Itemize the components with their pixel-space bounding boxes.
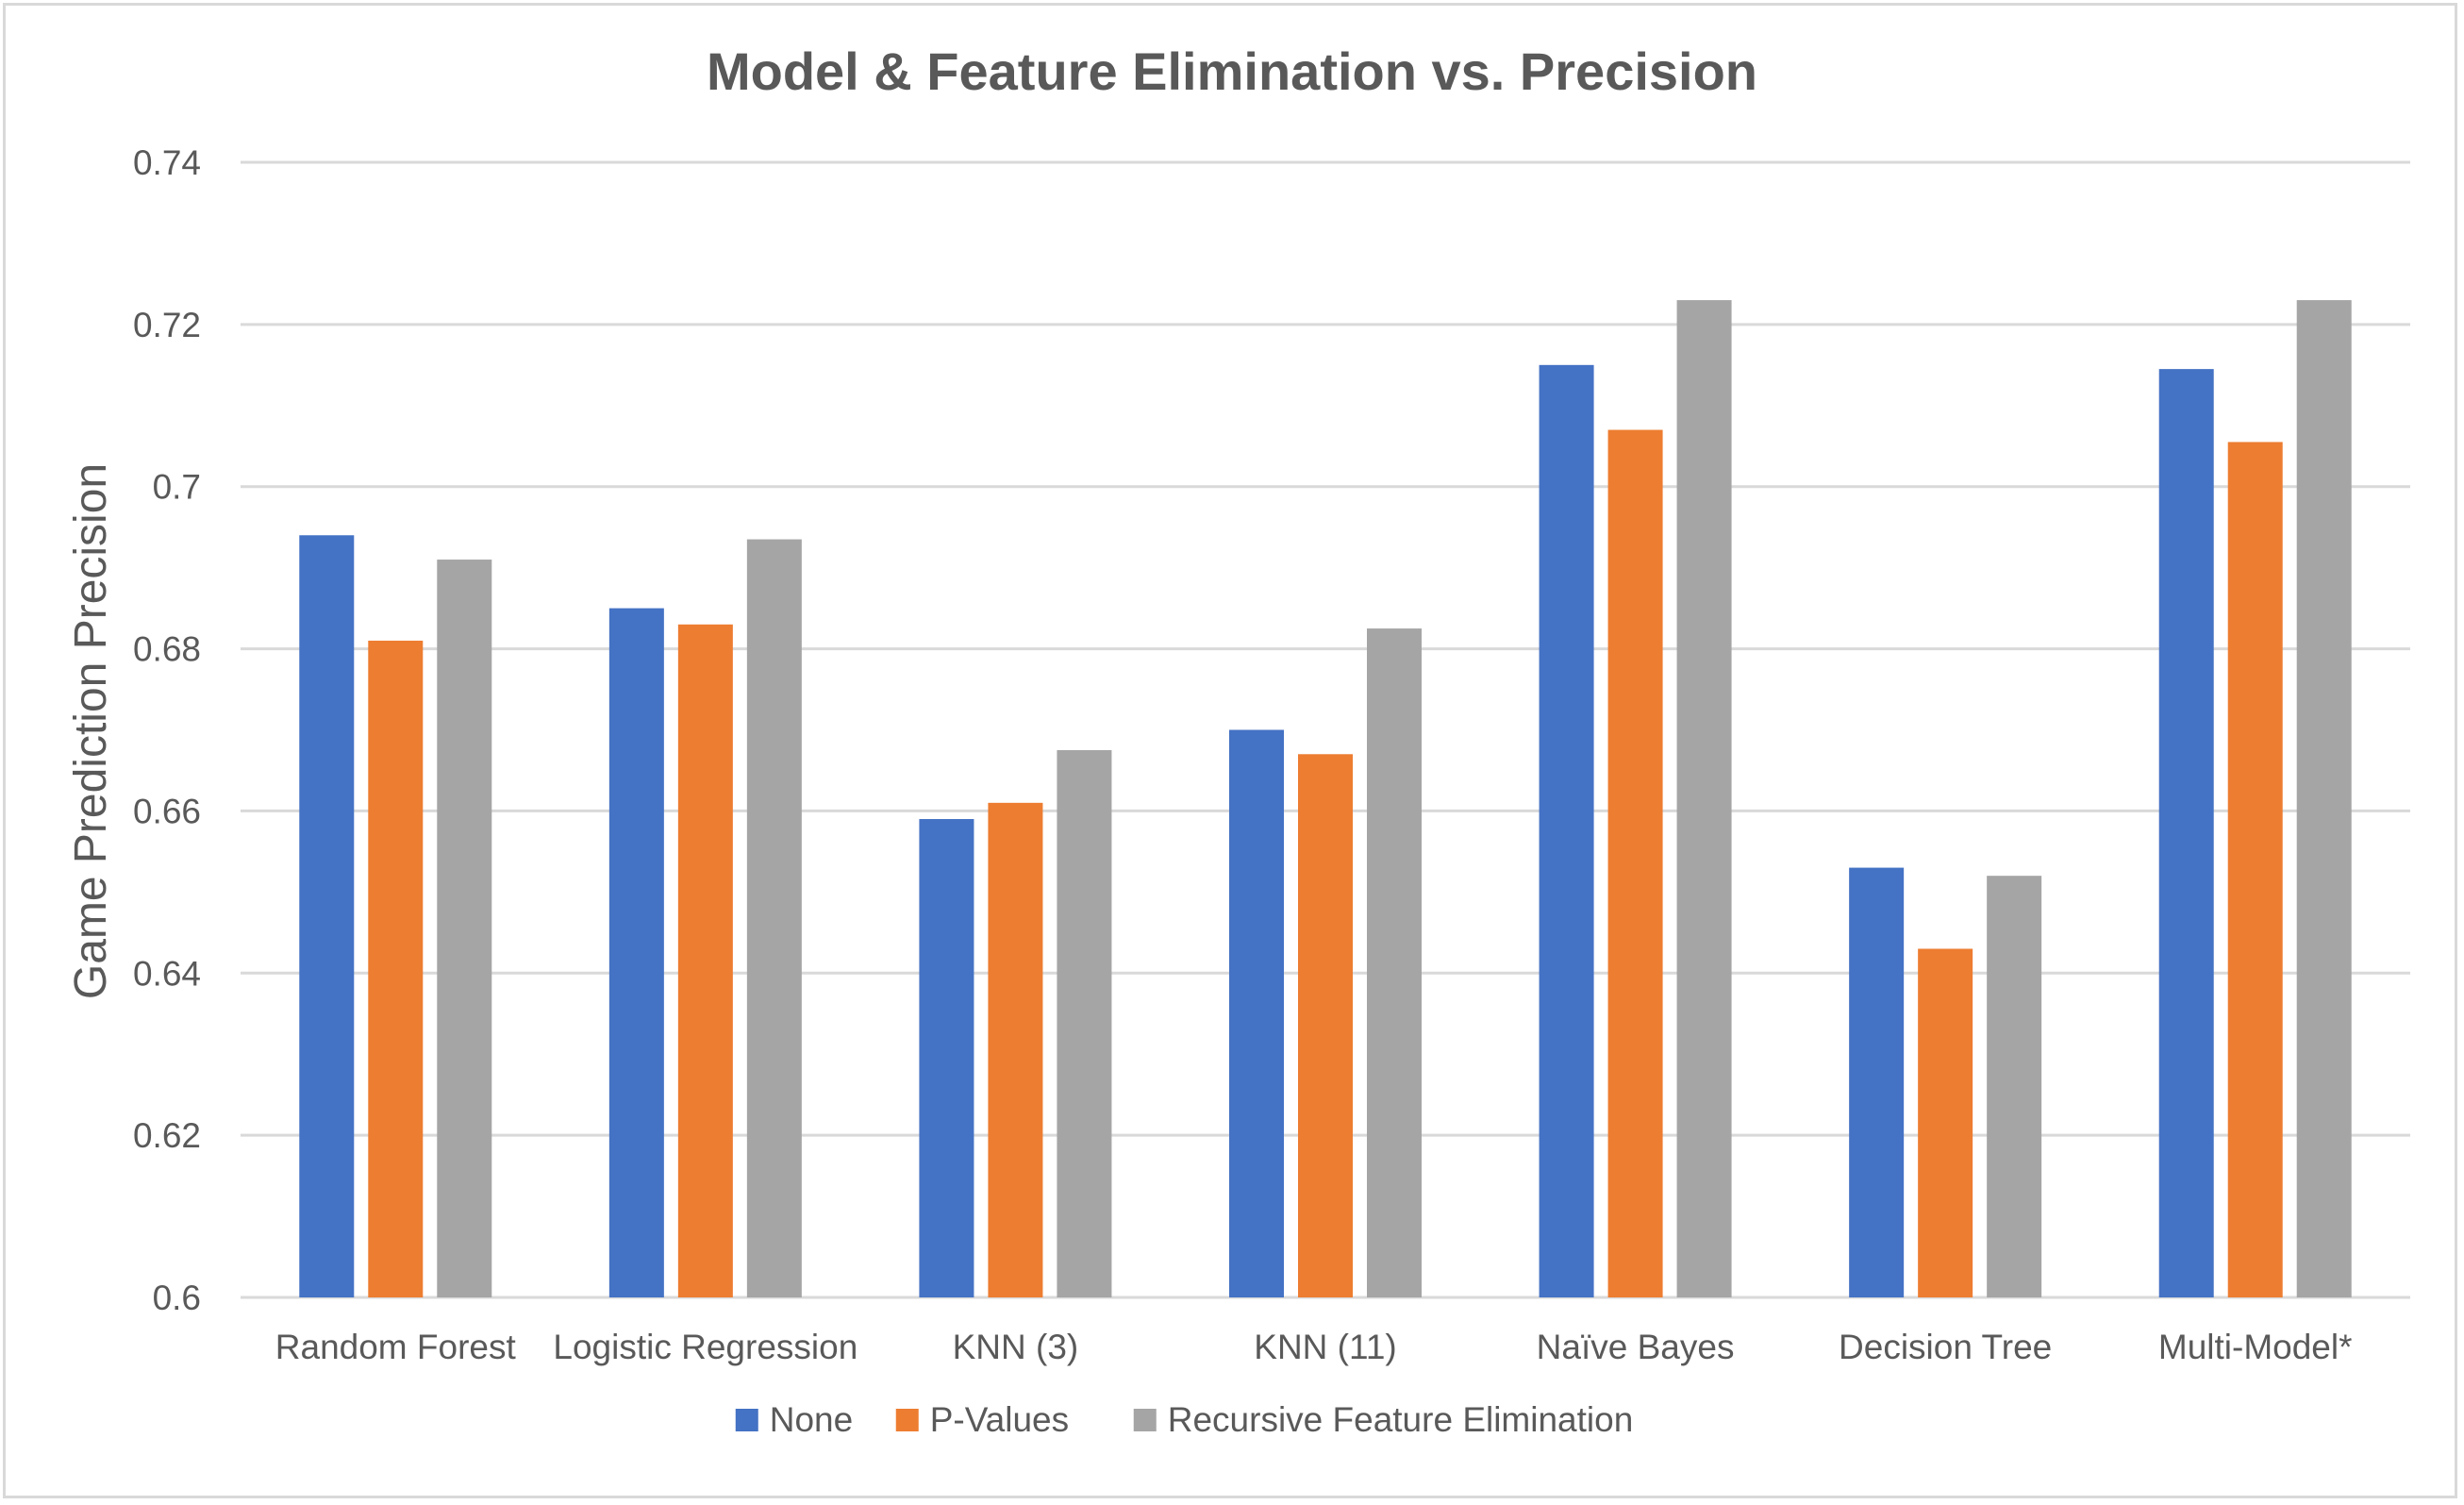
x-category-label: KNN (11) (1254, 1328, 1396, 1366)
bar-recursive-feature-elimination-6 (2296, 300, 2352, 1297)
bar-p-values-6 (2227, 442, 2283, 1297)
legend-swatch-p-values (895, 1409, 919, 1431)
y-axis-ticks: 0.6 0.62 0.64 0.66 0.68 0.7 0.72 0.74 (133, 143, 201, 1317)
bar-recursive-feature-elimination-2 (1057, 749, 1112, 1297)
y-tick-label: 0.68 (133, 630, 201, 669)
x-category-label: KNN (3) (953, 1328, 1079, 1366)
y-tick-label: 0.74 (133, 143, 201, 182)
bar-p-values-5 (1918, 948, 1973, 1297)
y-tick-label: 0.72 (133, 306, 201, 344)
bar-p-values-3 (1298, 754, 1353, 1297)
x-category-label: Naïve Bayes (1537, 1328, 1735, 1366)
x-category-label: Logistic Regression (553, 1328, 857, 1366)
bar-p-values-1 (677, 624, 733, 1297)
bar-none-3 (1229, 729, 1284, 1297)
bars (299, 300, 2352, 1298)
x-category-label: Random Forest (275, 1328, 517, 1366)
bar-none-5 (1849, 867, 1905, 1297)
bar-p-values-4 (1607, 429, 1663, 1297)
legend-label: None (770, 1400, 853, 1439)
legend-label: P-Values (930, 1400, 1069, 1439)
bar-none-0 (299, 535, 355, 1297)
bar-none-4 (1539, 364, 1594, 1298)
chart-title: Model & Feature Elimination vs. Precisio… (707, 42, 1757, 101)
x-category-label: Decision Tree (1839, 1328, 2052, 1366)
legend: None P-Values Recursive Feature Eliminatio… (735, 1400, 1634, 1439)
y-axis-label: Game Prediction Precision (66, 463, 116, 999)
y-tick-label: 0.64 (133, 954, 201, 993)
bar-recursive-feature-elimination-4 (1676, 300, 1732, 1297)
bar-recursive-feature-elimination-5 (1987, 876, 2042, 1297)
legend-label: Recursive Feature Elimination (1168, 1400, 1634, 1439)
x-axis-categories: Random Forest Logistic Regression KNN (3) K… (275, 1328, 2353, 1366)
bar-none-6 (2158, 369, 2214, 1297)
bar-none-1 (608, 608, 664, 1297)
y-tick-label: 0.6 (153, 1279, 201, 1317)
legend-swatch-recursive-feature-elimination (1133, 1409, 1157, 1431)
bar-p-values-2 (988, 802, 1043, 1297)
y-tick-label: 0.62 (133, 1116, 201, 1155)
y-tick-label: 0.66 (133, 792, 201, 830)
legend-swatch-none (735, 1409, 758, 1431)
bar-none-2 (919, 819, 974, 1297)
bar-recursive-feature-elimination-1 (746, 539, 802, 1297)
y-tick-label: 0.7 (153, 468, 201, 507)
bar-recursive-feature-elimination-3 (1367, 628, 1422, 1297)
bar-recursive-feature-elimination-0 (437, 560, 492, 1297)
bar-p-values-0 (368, 640, 424, 1297)
x-category-label: Multi-Model* (2158, 1328, 2353, 1366)
